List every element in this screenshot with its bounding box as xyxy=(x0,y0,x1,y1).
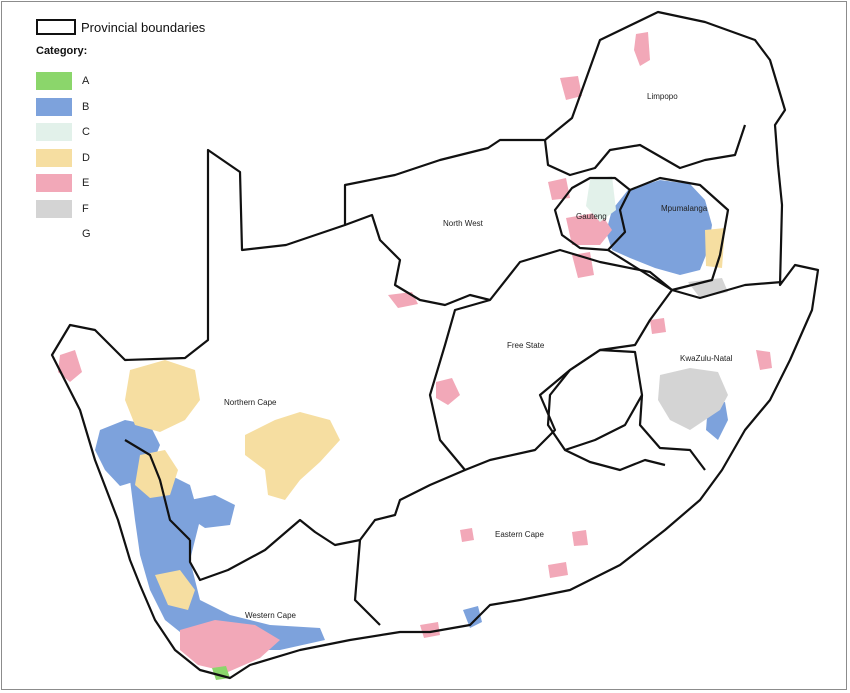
label-western-cape: Western Cape xyxy=(245,611,297,620)
region-d-ncape-center xyxy=(245,412,340,500)
region-e-east xyxy=(548,178,666,334)
region-b-ec-coast xyxy=(463,606,482,628)
label-mpumalanga: Mpumalanga xyxy=(661,204,708,213)
legend-category-title: Category: xyxy=(36,45,88,57)
legend-provincial-boundaries: Provincial boundaries xyxy=(36,16,236,38)
legend-label-e: E xyxy=(82,177,90,189)
label-limpopo: Limpopo xyxy=(647,92,678,101)
region-b-mpumalanga xyxy=(606,180,712,275)
boundary-free-state xyxy=(428,248,674,472)
legend-item-a: A xyxy=(36,72,89,90)
legend-swatch-b xyxy=(36,97,72,116)
boundary-ecape-kzn xyxy=(564,449,666,472)
label-northern-cape: Northern Cape xyxy=(224,398,277,407)
legend-swatch-d xyxy=(36,148,72,167)
province-labels: Limpopo North West Gauteng Mpumalanga Fr… xyxy=(224,92,733,620)
legend-label-b: B xyxy=(82,100,90,113)
region-e-limpopo-2 xyxy=(560,76,582,100)
region-f-kzn xyxy=(658,368,728,430)
provincial-boundaries xyxy=(50,10,820,680)
label-free-state: Free State xyxy=(507,341,545,350)
boundary-mpumalanga xyxy=(607,176,730,292)
region-d-wcape xyxy=(155,570,195,610)
region-e-free-state xyxy=(436,378,460,405)
provincial-boundary-swatch xyxy=(36,19,76,35)
label-eastern-cape: Eastern Cape xyxy=(495,530,544,539)
boundary-ncape-ecape xyxy=(188,468,466,582)
legend-item-b: B xyxy=(36,97,90,116)
boundary-kzn xyxy=(638,280,783,471)
boundary-lesotho xyxy=(546,348,644,452)
boundary-nw-limpopo xyxy=(543,124,747,177)
category-regions xyxy=(58,32,772,680)
region-d-namaqualand xyxy=(125,360,200,432)
legend-swatch-a xyxy=(36,72,72,90)
region-c-gauteng xyxy=(586,176,616,222)
legend-item-d: D xyxy=(36,148,90,167)
region-b-inland xyxy=(190,495,235,528)
region-e-limpopo-1 xyxy=(634,32,650,66)
country-outline xyxy=(50,10,820,680)
legend-item-f: F xyxy=(36,199,89,218)
boundary-gauteng xyxy=(553,176,632,252)
region-e-ec-spots xyxy=(420,528,588,638)
label-north-west: North West xyxy=(443,219,484,228)
legend-swatch-f xyxy=(36,199,72,218)
legend-item-g: G xyxy=(36,225,91,243)
region-e-southern-cape xyxy=(180,620,280,672)
legend-swatch-e xyxy=(36,174,72,192)
region-e-kzn xyxy=(756,350,772,370)
boundary-ncape-nwest xyxy=(344,213,491,307)
boundary-wcape-ecape xyxy=(353,539,381,626)
legend-label-a: A xyxy=(82,75,90,87)
legend-swatch-g xyxy=(36,225,72,243)
legend-item-e: E xyxy=(36,174,89,192)
legend-label-d: D xyxy=(82,151,90,164)
map-legend: Provincial boundaries Category: A B C D E F G xyxy=(36,16,236,243)
label-kwazulu-natal: KwaZulu-Natal xyxy=(680,354,733,363)
label-gauteng: Gauteng xyxy=(576,212,607,221)
legend-label-g: G xyxy=(82,228,91,240)
legend-label-c: C xyxy=(82,126,90,138)
legend-provincial-boundaries-label: Provincial boundaries xyxy=(81,19,206,35)
boundary-wcape-ncape xyxy=(124,439,191,541)
legend-item-c: C xyxy=(36,123,90,141)
legend-swatch-c xyxy=(36,123,72,141)
region-e-nw-spot xyxy=(388,292,418,308)
legend-label-f: F xyxy=(82,202,89,215)
region-e-nw-coast xyxy=(58,350,82,382)
